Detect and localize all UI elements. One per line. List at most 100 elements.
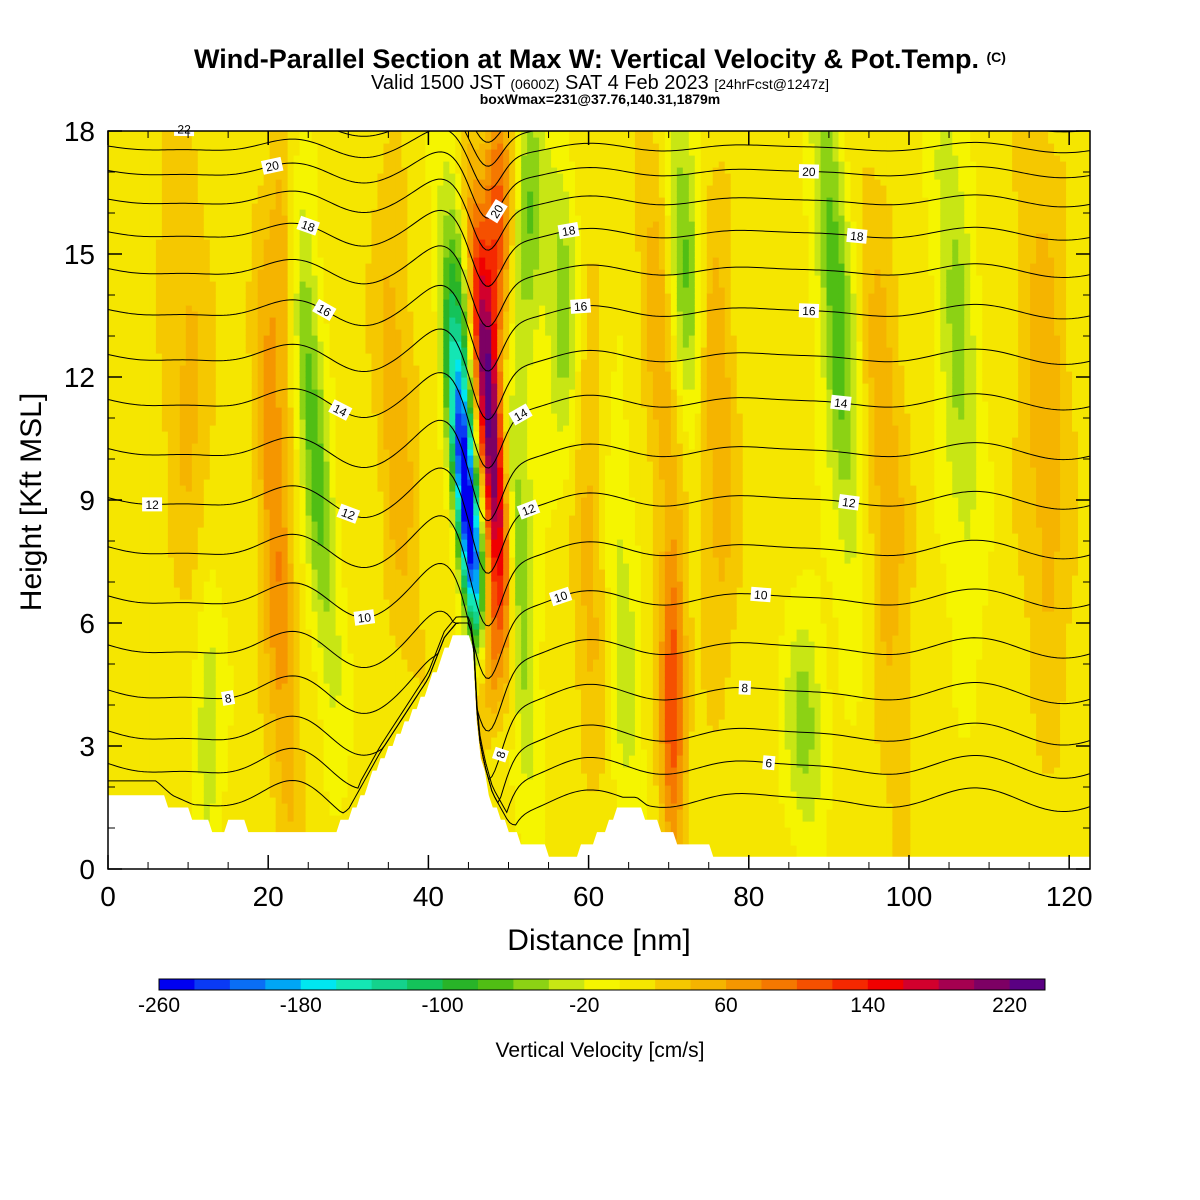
velocity-cell: [108, 539, 115, 546]
velocity-cell: [227, 713, 235, 720]
velocity-cell: [227, 587, 235, 594]
velocity-cell: [137, 305, 145, 312]
velocity-cell: [299, 491, 307, 498]
velocity-cell: [299, 185, 307, 192]
velocity-cell: [203, 167, 211, 174]
velocity-cell: [227, 809, 235, 816]
velocity-cell: [317, 431, 325, 438]
velocity-cell: [227, 731, 235, 738]
velocity-cell: [251, 413, 259, 420]
velocity-cell: [257, 497, 265, 504]
velocity-cell: [329, 173, 337, 180]
velocity-cell: [329, 815, 337, 822]
velocity-cell: [108, 437, 115, 444]
velocity-cell: [305, 737, 313, 744]
velocity-cell: [323, 515, 331, 522]
velocity-cell: [227, 791, 235, 798]
velocity-cell: [221, 461, 229, 468]
velocity-cell: [329, 191, 337, 198]
velocity-cell: [335, 335, 343, 342]
velocity-cell: [287, 653, 295, 660]
velocity-cell: [167, 263, 175, 270]
velocity-cell: [347, 467, 355, 474]
velocity-cell: [287, 191, 295, 198]
velocity-cell: [209, 755, 217, 762]
velocity-cell: [287, 335, 295, 342]
velocity-cell: [317, 473, 325, 480]
velocity-cell: [173, 293, 181, 300]
velocity-cell: [173, 761, 181, 768]
velocity-cell: [137, 611, 145, 618]
velocity-cell: [215, 497, 223, 504]
velocity-cell: [299, 737, 307, 744]
velocity-cell: [317, 713, 325, 720]
velocity-cell: [185, 479, 193, 486]
velocity-cell: [341, 557, 349, 564]
velocity-cell: [221, 305, 229, 312]
velocity-cell: [119, 611, 127, 618]
velocity-cell: [209, 365, 217, 372]
velocity-cell: [108, 353, 115, 360]
velocity-cell: [191, 731, 199, 738]
velocity-cell: [191, 725, 199, 732]
velocity-cell: [257, 371, 265, 378]
velocity-cell: [155, 221, 163, 228]
velocity-cell: [341, 131, 349, 138]
velocity-cell: [221, 317, 229, 324]
velocity-cell: [143, 251, 151, 258]
velocity-cell: [203, 191, 211, 198]
velocity-cell: [113, 323, 121, 330]
velocity-cell: [161, 389, 169, 396]
velocity-cell: [305, 563, 313, 570]
velocity-cell: [317, 815, 325, 822]
velocity-cell: [239, 179, 247, 186]
velocity-cell: [185, 563, 193, 570]
velocity-cell: [155, 425, 163, 432]
velocity-cell: [251, 521, 259, 528]
velocity-cell: [113, 263, 121, 270]
velocity-cell: [269, 701, 277, 708]
velocity-cell: [227, 767, 235, 774]
velocity-cell: [239, 791, 247, 798]
velocity-cell: [311, 215, 319, 222]
velocity-cell: [329, 617, 337, 624]
velocity-cell: [143, 317, 151, 324]
velocity-cell: [221, 485, 229, 492]
velocity-cell: [173, 791, 181, 798]
velocity-cell: [197, 749, 205, 756]
velocity-cell: [155, 785, 163, 792]
velocity-cell: [179, 503, 187, 510]
velocity-cell: [311, 467, 319, 474]
velocity-cell: [269, 557, 277, 564]
velocity-cell: [275, 665, 283, 672]
velocity-cell: [323, 425, 331, 432]
velocity-cell: [125, 671, 133, 678]
velocity-cell: [233, 383, 241, 390]
velocity-cell: [275, 653, 283, 660]
velocity-cell: [149, 455, 157, 462]
velocity-cell: [191, 593, 199, 600]
velocity-cell: [173, 437, 181, 444]
velocity-cell: [305, 809, 313, 816]
velocity-cell: [317, 137, 325, 144]
velocity-cell: [185, 437, 193, 444]
velocity-cell: [341, 359, 349, 366]
velocity-cell: [173, 143, 181, 150]
velocity-cell: [335, 635, 343, 642]
velocity-cell: [329, 743, 337, 750]
velocity-cell: [245, 797, 253, 804]
velocity-cell: [317, 533, 325, 540]
velocity-cell: [131, 575, 139, 582]
velocity-cell: [293, 665, 301, 672]
velocity-cell: [269, 281, 277, 288]
velocity-cell: [131, 521, 139, 528]
velocity-cell: [275, 383, 283, 390]
velocity-cell: [113, 599, 121, 606]
velocity-cell: [257, 299, 265, 306]
velocity-cell: [113, 503, 121, 510]
velocity-cell: [257, 311, 265, 318]
velocity-cell: [263, 329, 271, 336]
velocity-cell: [305, 455, 313, 462]
velocity-cell: [275, 269, 283, 276]
velocity-cell: [149, 659, 157, 666]
